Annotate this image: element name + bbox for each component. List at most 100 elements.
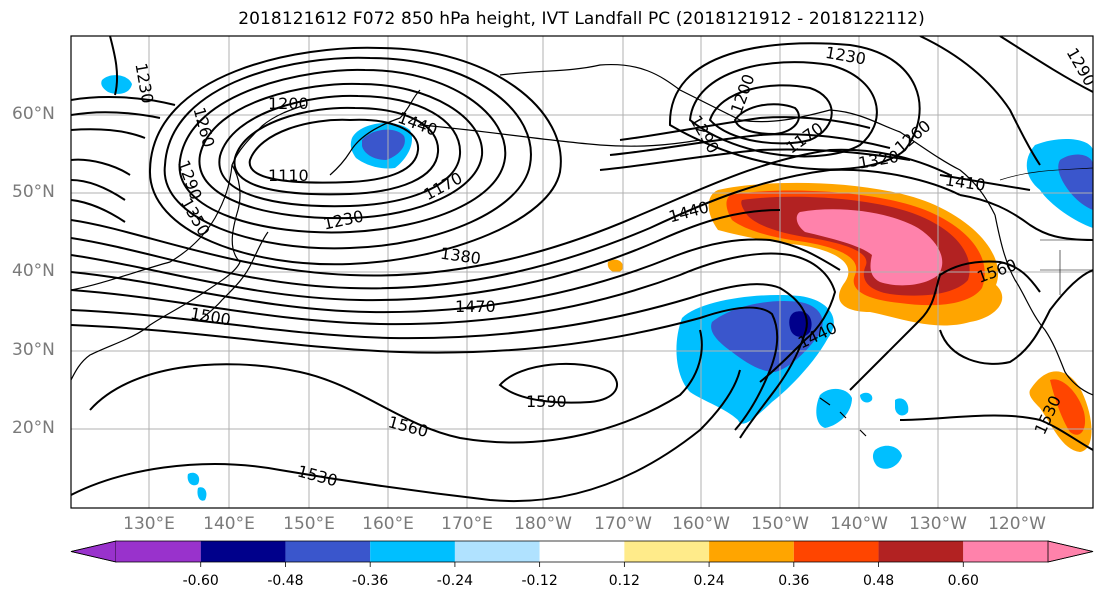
contour-alaska-low-2 [708, 84, 833, 145]
colorbar-segment [539, 541, 625, 562]
lat-label: 60°N [12, 104, 55, 124]
lat-label: 20°N [12, 418, 55, 438]
colorbar [70, 540, 1094, 567]
contour-1560 [89, 329, 703, 444]
contour-1200 [198, 82, 484, 220]
japan-coastline [199, 231, 269, 321]
lon-label: 150°E [283, 514, 335, 534]
colorbar-tick-label: 0.36 [778, 573, 810, 589]
southwest-negative-anomaly-2 [197, 487, 207, 501]
colorbar-tick-label: 0.48 [862, 573, 895, 589]
contour-1470 [71, 283, 808, 439]
contour-1350 [71, 168, 961, 290]
hawaii-negative-anomaly-2 [872, 445, 902, 469]
lon-label: 160°W [672, 514, 730, 534]
colorbar-tick-label: 0.24 [693, 573, 725, 589]
map-title: 2018121612 F072 850 hPa height, IVT Land… [238, 9, 925, 29]
contour-label: 1290 [686, 112, 723, 157]
hawaii-negative-anomaly-3 [895, 398, 909, 416]
contour-label: 1110 [268, 166, 309, 185]
colorbar-segment [370, 541, 455, 562]
lon-label: 170°W [594, 514, 652, 534]
contour-label: 1560 [386, 412, 430, 441]
contour-north-3 [71, 128, 146, 139]
colorbar-tick-label: -0.48 [267, 573, 304, 589]
contour-label: 1200 [268, 94, 309, 113]
contour-1170a [218, 94, 462, 208]
lon-label: 180°W [514, 514, 572, 534]
colorbar-segment [285, 541, 371, 562]
map-frame [70, 35, 1094, 509]
map-plot-area: 1230 1230 1200 1200 1260 1440 1290 1110 … [71, 36, 1100, 508]
alaska-coastline [499, 63, 996, 216]
lon-label: 120°W [988, 514, 1046, 534]
lat-label: 30°N [12, 340, 55, 360]
contour-1230-nw [109, 36, 119, 96]
colorbar-tick-label: -0.12 [521, 573, 558, 589]
colorbar-tick-label: 0.12 [608, 573, 640, 589]
contour-east-4 [959, 194, 1093, 241]
hawaii-islands [819, 397, 867, 437]
asia-coastline [71, 104, 306, 381]
contour-alaska-low-1 [733, 103, 800, 136]
contour-label: 1350 [177, 195, 214, 240]
us-states [1040, 239, 1093, 295]
northamerica-coastline [994, 214, 1093, 396]
contour-label: 1290 [1063, 45, 1100, 90]
lon-label: 130°W [909, 514, 967, 534]
lon-label: 140°W [830, 514, 888, 534]
contour-aleut-1 [619, 116, 871, 141]
lon-label: 170°E [441, 514, 493, 534]
colorbar-tick-label: 0.60 [947, 573, 979, 589]
contour-alaska-low-3 [688, 61, 878, 158]
contour-east-2 [899, 414, 1093, 451]
contour-label: 1470 [455, 297, 496, 316]
colorbar-extend-low [70, 540, 117, 563]
contour-north-2 [71, 111, 161, 119]
contour-1260a [163, 56, 532, 250]
colorbar-segment [963, 541, 1048, 562]
colorbar-segment [709, 541, 794, 562]
contour-1500 [71, 306, 778, 431]
contour-1440 [71, 252, 837, 383]
kamchatka-negative-core [362, 129, 405, 160]
contour-alaska-low-4 [668, 42, 921, 171]
contour-1140 [233, 106, 440, 196]
colorbar-segment [200, 541, 286, 562]
contour-aleut-3 [599, 148, 911, 171]
contour-label: 1500 [189, 304, 232, 330]
contour-1590 [498, 362, 618, 404]
contour-label: 1590 [526, 392, 567, 411]
height-contours [71, 36, 1093, 502]
contour-west-2 [71, 179, 126, 201]
kamchatka-coastline [329, 89, 421, 176]
contour-label: 1530 [295, 462, 339, 491]
contour-1230 [178, 68, 507, 234]
contour-aleut-2 [609, 133, 891, 156]
colorbar-tick-label: -0.24 [436, 573, 474, 589]
contour-1110 [248, 118, 420, 184]
contour-north-far [919, 36, 1041, 166]
contour-east-5 [939, 174, 1031, 191]
positive-anomaly-core [796, 209, 943, 286]
contour-label: 1230 [321, 206, 365, 233]
baja-positive-anomaly-inner [1050, 379, 1086, 435]
colorbar-segment [624, 541, 710, 562]
hawaii-negative-anomaly-4 [860, 392, 873, 403]
contour-east-3 [939, 269, 1093, 365]
contour-1380 [71, 209, 781, 302]
contour-east-1 [849, 260, 1041, 391]
lon-label: 130°E [123, 514, 175, 534]
colorbar-segment [454, 541, 540, 562]
colorbar-segment [116, 541, 201, 562]
colorbar-segment [793, 541, 879, 562]
contour-1410 [71, 238, 841, 314]
lat-label: 50°N [12, 182, 55, 202]
lon-label: 140°E [203, 514, 255, 534]
colorbar-tick-label: -0.36 [352, 573, 389, 589]
contour-label: 1290 [174, 158, 206, 203]
lon-label: 160°E [362, 514, 414, 534]
colorbar-outline [70, 540, 1094, 563]
coastlines [71, 63, 1093, 437]
contour-north-1 [71, 96, 176, 106]
